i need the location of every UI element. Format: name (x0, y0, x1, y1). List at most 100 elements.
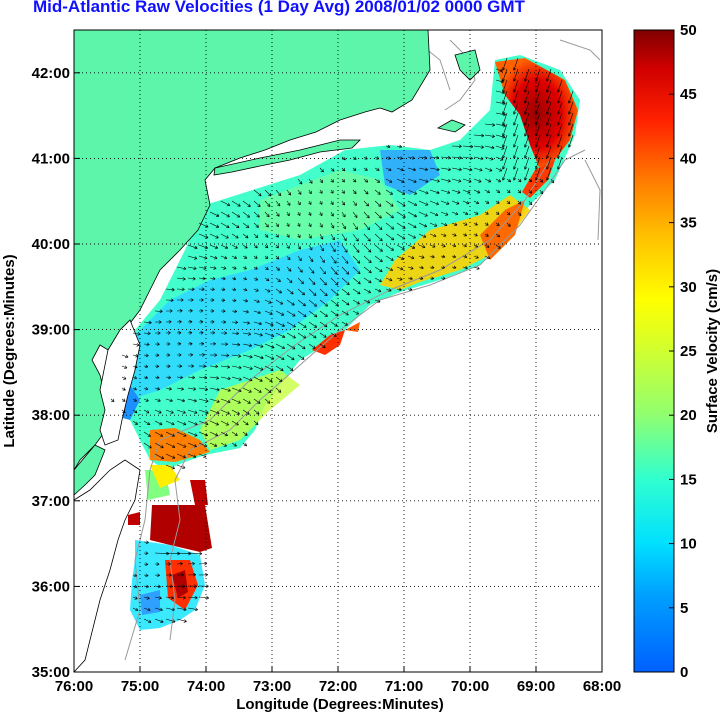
velocity-arrow (176, 375, 183, 380)
velocity-arrow (495, 200, 500, 204)
velocity-arrow (407, 276, 413, 281)
velocity-arrow (165, 342, 171, 346)
velocity-arrow (484, 134, 495, 138)
velocity-arrow (154, 596, 162, 600)
velocity-arrow (143, 618, 152, 623)
velocity-arrow (440, 244, 446, 248)
velocity-arrow (220, 244, 229, 249)
velocity-arrow (462, 233, 468, 237)
velocity-arrow (352, 189, 357, 195)
velocity-arrow (495, 112, 507, 117)
velocity-arrow (275, 288, 282, 294)
velocity-arrow (121, 387, 126, 391)
velocity-arrow (187, 387, 197, 391)
velocity-arrow (264, 189, 272, 197)
velocity-arrow (187, 551, 203, 556)
velocity-arrow (253, 277, 259, 281)
velocity-arrow (220, 442, 227, 447)
velocity-arrow (385, 233, 395, 241)
velocity-arrow (275, 222, 279, 227)
velocity-arrow (132, 353, 139, 358)
velocity-arrow (286, 244, 290, 249)
velocity-arrow (253, 233, 259, 238)
velocity-arrow (154, 331, 161, 335)
velocity-arrow (187, 255, 198, 260)
longitude-tick-label: 72:00 (319, 678, 357, 695)
graticule-grid (74, 30, 602, 672)
velocity-arrow (440, 200, 450, 205)
velocity-arrow (506, 222, 511, 227)
velocity-arrow (165, 309, 173, 313)
velocity-arrow (484, 233, 489, 237)
velocity-arrow (550, 178, 555, 184)
velocity-arrow (132, 398, 137, 402)
velocity-arrow (187, 353, 194, 357)
velocity-arrow (523, 123, 530, 137)
velocity-arrow (253, 266, 258, 270)
velocity-arrow (341, 189, 345, 194)
velocity-arrow (473, 244, 479, 248)
velocity-arrow (545, 145, 552, 159)
velocity-arrow (198, 420, 209, 426)
velocity-arrow (264, 233, 269, 238)
velocity-arrow (352, 178, 357, 183)
velocity-arrow (374, 200, 382, 207)
velocity-arrow (341, 233, 347, 242)
velocity-arrow (187, 266, 197, 270)
velocity-arrow (220, 431, 228, 437)
velocity-arrow (187, 561, 195, 566)
velocity-arrow (319, 321, 328, 328)
velocity-arrow (176, 453, 186, 459)
velocity-arrow (165, 353, 171, 357)
velocity-arrow (209, 353, 218, 357)
velocity-arrow (451, 156, 463, 160)
velocity-arrow (495, 167, 503, 172)
velocity-arrow (198, 453, 207, 458)
velocity-arrow (418, 233, 427, 238)
velocity-arrow (308, 321, 318, 328)
colorbar-tick-label: 30 (680, 279, 697, 296)
velocity-arrow (512, 112, 519, 126)
velocity-arrow (231, 255, 238, 259)
velocity-arrow (231, 376, 242, 381)
velocity-arrow (264, 288, 271, 293)
velocity-arrow (462, 178, 472, 183)
velocity-arrow (396, 277, 403, 281)
velocity-arrow (517, 211, 522, 216)
velocity-arrow (501, 57, 508, 71)
velocity-arrow (143, 573, 149, 578)
velocity-arrow (165, 584, 173, 589)
velocity-arrow (385, 255, 394, 261)
velocity-arrow (341, 255, 349, 264)
velocity-arrow (199, 298, 204, 302)
velocity-arrow (523, 79, 530, 93)
velocity-arrow (286, 299, 295, 306)
velocity-arrow (165, 409, 174, 414)
velocity-arrow (154, 309, 163, 314)
velocity-arrow (473, 200, 480, 205)
velocity-arrow (308, 332, 317, 339)
velocity-arrow (330, 211, 334, 217)
velocity-arrow (330, 189, 334, 194)
velocity-arrow (440, 189, 451, 194)
velocity-arrow (495, 233, 501, 238)
velocity-arrow (297, 200, 301, 206)
velocity-arrow (264, 343, 275, 349)
colorbar-tick-label: 15 (680, 471, 697, 488)
velocity-arrow (231, 320, 239, 325)
velocity-arrow (231, 442, 237, 447)
velocity-arrow (352, 233, 359, 242)
velocity-arrow (473, 133, 485, 138)
velocity-arrow (132, 375, 138, 380)
velocity-arrow (220, 309, 226, 313)
velocity-arrow (501, 156, 508, 170)
velocity-arrow (143, 540, 149, 545)
velocity-arrow (231, 244, 238, 249)
velocity-arrow (330, 255, 337, 264)
velocity-arrow (545, 90, 552, 104)
velocity-arrow (374, 288, 382, 293)
velocity-arrow (176, 607, 187, 612)
velocity-arrow (143, 431, 151, 437)
velocity-arrow (165, 562, 171, 566)
velocity-arrow (253, 288, 259, 292)
